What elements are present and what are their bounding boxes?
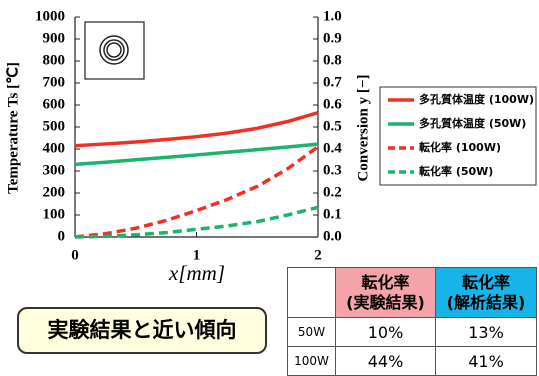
header-cell: 転化率 (実験結果) [335,267,436,318]
x-tick-label: 1 [193,247,201,263]
chart: Temperature Ts [℃] Conversion y [−] x[mm… [5,8,537,285]
cell: 10% [335,317,436,347]
series-line [74,145,320,239]
series-line [74,111,319,148]
cell: 44% [335,346,436,376]
row-label: 100W [287,346,336,376]
inset-ring [99,35,129,65]
corner-cell [287,267,336,318]
y2-tick-label: 0.8 [323,52,342,68]
y-tick-label: 700 [43,74,66,90]
x-tick-label: 2 [314,247,322,263]
y2-tick-label: 0.4 [323,140,342,156]
legend-label: 転化率 (100W) [419,140,501,154]
y-tick-label: 900 [43,30,66,46]
header-text: (実験結果) [346,292,425,312]
callout: 実験結果と近い傾向 [17,307,267,354]
header-cell: 転化率 (解析結果) [435,267,537,318]
table-header: 転化率 (実験結果) 転化率 (解析結果) [287,267,537,318]
row-label: 50W [287,317,336,347]
legend-label: 転化率 (50W) [419,164,493,178]
cell: 41% [435,346,537,376]
inset-box [84,21,145,80]
y2-tick-label: 0.9 [323,30,342,46]
y-tick-label: 0 [58,228,66,244]
series-line [74,205,319,239]
y2-tick-label: 0.6 [323,96,342,112]
inset-ring [106,42,122,58]
y2-tick-label: 0.0 [323,228,342,244]
header-text: 転化率 [461,272,510,292]
legend-box [379,86,537,186]
y-tick-label: 1000 [35,8,65,24]
y-tick-label: 400 [43,140,66,156]
table-row: 50W 10% 13% [287,317,537,347]
legend-label: 多孔質体温度 (50W) [419,116,526,130]
y2-tick-label: 0.7 [323,74,342,90]
y-tick-label: 100 [43,206,66,222]
cell: 13% [435,317,537,347]
y-axis-label: Temperature Ts [℃] [5,62,21,194]
header-text: 転化率 [361,272,410,292]
y2-axis-label: Conversion y [−] [355,75,371,182]
y2-tick-label: 0.1 [323,206,342,222]
y2-tick-label: 0.2 [323,184,342,200]
inset-ring [103,39,125,61]
legend-label: 多孔質体温度 (100W) [419,92,534,106]
x-axis-label: x[mm] [168,261,225,285]
y2-tick-label: 0.3 [323,162,342,178]
table-row: 100W 44% 41% [287,346,537,376]
header-text: (解析結果) [446,292,526,312]
y2-tick-label: 1.0 [323,8,342,24]
y-tick-label: 300 [43,162,66,178]
y-tick-label: 500 [43,118,66,134]
result-table: 転化率 (実験結果) 転化率 (解析結果) 50W 10% 13% 100W 44%… [287,267,537,376]
y-tick-label: 200 [43,184,66,200]
y2-tick-label: 0.5 [323,118,342,134]
x-tick-label: 0 [71,247,79,263]
y-tick-label: 600 [43,96,66,112]
series-line [74,142,319,167]
y-tick-label: 800 [43,52,66,68]
